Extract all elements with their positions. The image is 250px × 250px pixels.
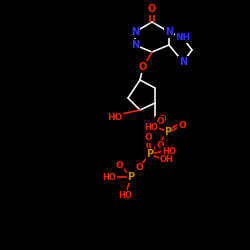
Text: O: O (148, 4, 156, 14)
Text: N: N (131, 40, 139, 50)
Text: HO: HO (144, 122, 158, 132)
Text: HO: HO (118, 190, 132, 200)
Text: P: P (128, 172, 134, 182)
Text: O: O (144, 134, 152, 142)
Text: HO: HO (102, 172, 116, 182)
Text: O: O (115, 162, 123, 170)
Text: N: N (179, 57, 187, 67)
Text: O: O (178, 120, 186, 130)
Text: O: O (139, 62, 147, 72)
Text: NH: NH (176, 34, 191, 42)
Text: N: N (165, 27, 173, 37)
Text: HO: HO (162, 146, 176, 156)
Text: O: O (135, 164, 143, 172)
Text: OH: OH (160, 154, 174, 164)
Text: O: O (158, 116, 166, 124)
Text: O: O (156, 116, 164, 126)
Text: N: N (131, 27, 139, 37)
Text: P: P (146, 149, 154, 159)
Text: HO: HO (107, 112, 123, 122)
Text: P: P (164, 127, 172, 137)
Text: O: O (156, 140, 164, 149)
